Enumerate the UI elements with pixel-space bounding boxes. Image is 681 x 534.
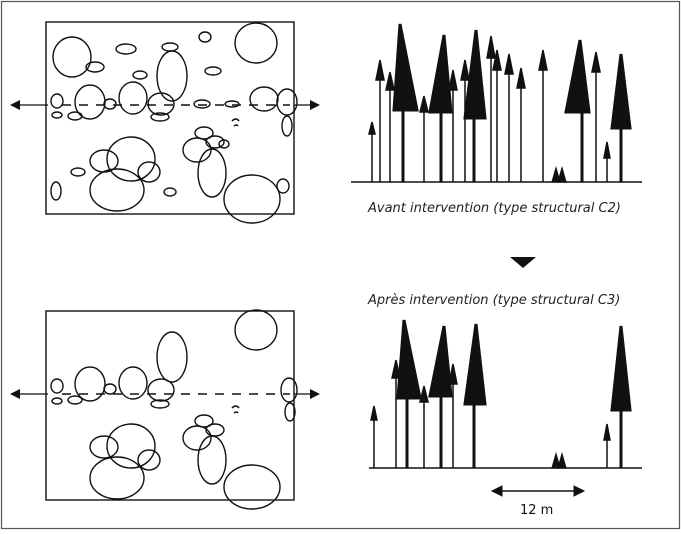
plan-box-after [45,310,295,501]
caption-before: Avant intervention (type structural C2) [368,201,621,216]
transition-arrow-icon [510,257,536,268]
profile-before [351,23,642,183]
caption-after: Après intervention (type structural C3) [368,293,621,308]
plan-view-before [10,21,320,224]
arrow-right-icon [310,100,320,110]
arrow-right-icon [310,389,320,399]
scale-bar [490,485,586,497]
plan-view-after [10,309,320,510]
plan-box-before [45,21,295,215]
arrow-left-icon [10,389,20,399]
scale-label: 12 m [520,503,554,518]
arrow-left-icon [10,100,20,110]
profile-after [369,319,642,469]
